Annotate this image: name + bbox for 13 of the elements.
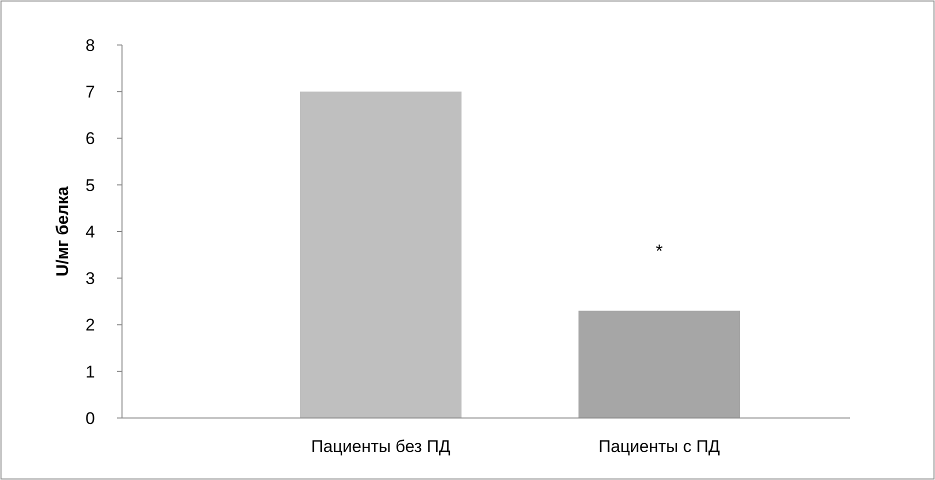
y-tick-label: 5 (86, 176, 95, 195)
x-tick-label: Пациенты без ПД (311, 436, 451, 456)
y-tick-label: 6 (86, 129, 95, 148)
x-tick-label: Пациенты с ПД (598, 436, 720, 456)
y-tick-label: 2 (86, 316, 95, 335)
y-tick-label: 1 (86, 362, 95, 382)
y-tick-label: 4 (86, 222, 95, 242)
annotation: * (656, 241, 663, 262)
y-tick-label: 0 (86, 408, 95, 428)
y-tick-label: 8 (86, 36, 95, 55)
y-axis-title: U/мг белка (53, 186, 72, 277)
y-tick-label: 7 (86, 82, 95, 102)
y-tick-label: 3 (86, 269, 95, 288)
